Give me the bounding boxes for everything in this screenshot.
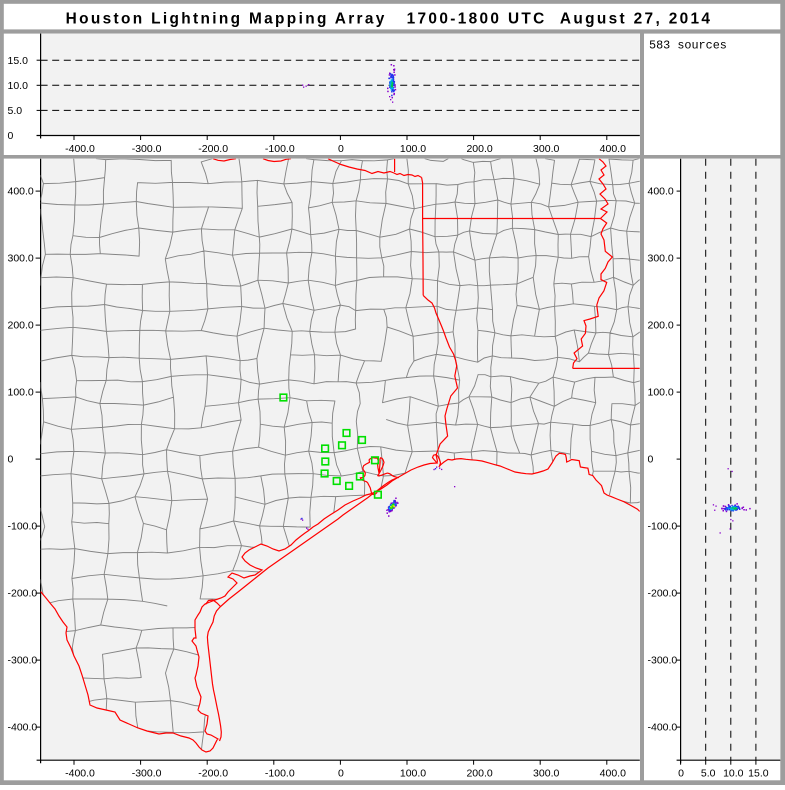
svg-text:-400.0: -400.0 bbox=[65, 143, 95, 155]
svg-text:10.0: 10.0 bbox=[723, 767, 744, 779]
svg-text:-300.0: -300.0 bbox=[132, 767, 162, 779]
svg-text:-300.0: -300.0 bbox=[8, 655, 38, 667]
svg-text:-200.0: -200.0 bbox=[198, 143, 228, 155]
svg-text:300.0: 300.0 bbox=[648, 253, 674, 265]
svg-text:5.0: 5.0 bbox=[8, 105, 23, 117]
svg-text:0: 0 bbox=[8, 130, 14, 142]
svg-text:200.0: 200.0 bbox=[466, 143, 492, 155]
svg-text:100.0: 100.0 bbox=[8, 387, 34, 399]
svg-text:200.0: 200.0 bbox=[8, 320, 34, 332]
svg-text:-100.0: -100.0 bbox=[8, 521, 38, 533]
svg-text:-300.0: -300.0 bbox=[648, 655, 678, 667]
svg-text:0: 0 bbox=[8, 454, 14, 466]
svg-text:583 sources: 583 sources bbox=[649, 38, 727, 52]
svg-text:0: 0 bbox=[648, 454, 654, 466]
svg-text:-200.0: -200.0 bbox=[198, 767, 228, 779]
svg-text:300.0: 300.0 bbox=[8, 253, 34, 265]
svg-text:400.0: 400.0 bbox=[8, 186, 34, 198]
svg-text:100.0: 100.0 bbox=[400, 143, 426, 155]
svg-text:100.0: 100.0 bbox=[400, 767, 426, 779]
svg-text:0: 0 bbox=[678, 767, 684, 779]
svg-text:10.0: 10.0 bbox=[8, 80, 29, 92]
svg-text:-100.0: -100.0 bbox=[648, 521, 678, 533]
svg-text:400.0: 400.0 bbox=[648, 186, 674, 198]
svg-text:-200.0: -200.0 bbox=[648, 588, 678, 600]
svg-text:5.0: 5.0 bbox=[701, 767, 716, 779]
svg-text:200.0: 200.0 bbox=[648, 320, 674, 332]
svg-text:-400.0: -400.0 bbox=[8, 722, 38, 734]
svg-text:15.0: 15.0 bbox=[748, 767, 769, 779]
svg-text:-100.0: -100.0 bbox=[265, 143, 295, 155]
svg-text:15.0: 15.0 bbox=[8, 55, 29, 67]
svg-text:Houston Lightning Mapping Arra: Houston Lightning Mapping Array 1700-180… bbox=[66, 10, 713, 27]
svg-text:300.0: 300.0 bbox=[533, 143, 559, 155]
svg-text:400.0: 400.0 bbox=[600, 767, 626, 779]
svg-text:-400.0: -400.0 bbox=[648, 722, 678, 734]
svg-text:-100.0: -100.0 bbox=[265, 767, 295, 779]
svg-text:200.0: 200.0 bbox=[466, 767, 492, 779]
svg-text:100.0: 100.0 bbox=[648, 387, 674, 399]
svg-text:-200.0: -200.0 bbox=[8, 588, 38, 600]
svg-text:-400.0: -400.0 bbox=[65, 767, 95, 779]
svg-text:0: 0 bbox=[338, 143, 344, 155]
svg-text:-300.0: -300.0 bbox=[132, 143, 162, 155]
svg-text:0: 0 bbox=[338, 767, 344, 779]
svg-text:400.0: 400.0 bbox=[600, 143, 626, 155]
svg-text:300.0: 300.0 bbox=[533, 767, 559, 779]
